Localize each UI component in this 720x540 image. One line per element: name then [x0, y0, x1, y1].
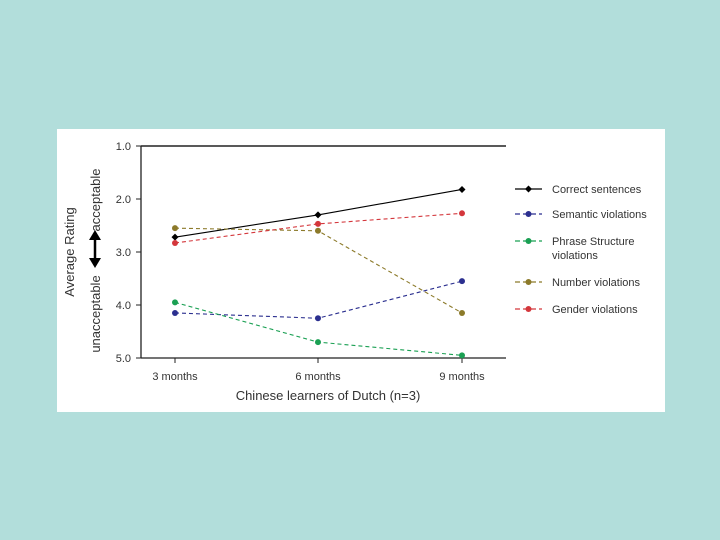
- x-tick-label: 3 months: [152, 371, 198, 383]
- data-point: [459, 210, 465, 217]
- legend-item: Gender violations: [515, 304, 638, 316]
- legend: Correct sentences Semantic violations Phra…: [515, 184, 647, 316]
- series-line: [174, 301, 463, 356]
- series-0: [171, 185, 466, 241]
- legend-label: Gender violations: [552, 304, 638, 316]
- legend-item: Correct sentences: [515, 184, 642, 196]
- legend-label: Semantic violations: [552, 209, 647, 221]
- series-3: [172, 225, 465, 316]
- legend-label: Correct sentences: [552, 184, 642, 196]
- data-point: [315, 315, 321, 322]
- data-point: [172, 309, 178, 316]
- y-scale-top-label: acceptable: [88, 169, 103, 232]
- series-1: [172, 278, 465, 322]
- x-tick-label: 6 months: [295, 371, 341, 383]
- data-point: [459, 278, 465, 285]
- data-point: [459, 309, 465, 316]
- legend-label: Number violations: [552, 277, 641, 289]
- data-point: [458, 185, 466, 193]
- y-ticks: 1.0 2.0 3.0 4.0 5.0: [116, 141, 141, 365]
- legend-item: Semantic violations: [515, 209, 647, 221]
- data-point: [172, 299, 178, 306]
- y-scale-bottom-label: unacceptable: [88, 275, 103, 352]
- line-chart: 1.0 2.0 3.0 4.0 5.0 3 months 6 months 9 months…: [62, 141, 647, 403]
- y-tick-label: 2.0: [116, 194, 131, 206]
- y-tick-label: 3.0: [116, 247, 131, 259]
- series-line: [174, 280, 463, 319]
- data-point: [459, 352, 465, 359]
- legend-marker: [525, 306, 532, 312]
- legend-marker: [525, 211, 532, 217]
- data-point: [314, 211, 322, 219]
- legend-item: Number violations: [515, 277, 641, 289]
- legend-item: Phrase Structure violations: [515, 236, 635, 262]
- series-line: [174, 227, 463, 314]
- data-point: [172, 239, 178, 246]
- y-tick-label: 4.0: [116, 300, 131, 312]
- data-point: [171, 233, 179, 241]
- x-ticks: 3 months 6 months 9 months: [152, 358, 485, 383]
- legend-marker: [525, 185, 532, 193]
- chart-panel: 1.0 2.0 3.0 4.0 5.0 3 months 6 months 9 months…: [57, 129, 665, 412]
- axes: [140, 145, 506, 359]
- series-group: [171, 185, 466, 359]
- data-point: [172, 225, 178, 232]
- series-2: [172, 299, 465, 359]
- data-point: [315, 227, 321, 234]
- legend-marker: [525, 279, 532, 285]
- x-axis-title: Chinese learners of Dutch (n=3): [236, 388, 421, 403]
- y-axis-title: Average Rating: [62, 207, 77, 296]
- y-tick-label: 5.0: [116, 353, 131, 365]
- legend-label: Phrase Structure violations: [552, 236, 635, 262]
- series-4: [172, 210, 465, 246]
- double-arrow-icon: [89, 230, 101, 268]
- data-point: [315, 220, 321, 227]
- y-tick-label: 1.0: [116, 141, 131, 153]
- data-point: [315, 339, 321, 346]
- x-tick-label: 9 months: [439, 371, 485, 383]
- series-line: [174, 212, 463, 244]
- legend-marker: [525, 238, 532, 244]
